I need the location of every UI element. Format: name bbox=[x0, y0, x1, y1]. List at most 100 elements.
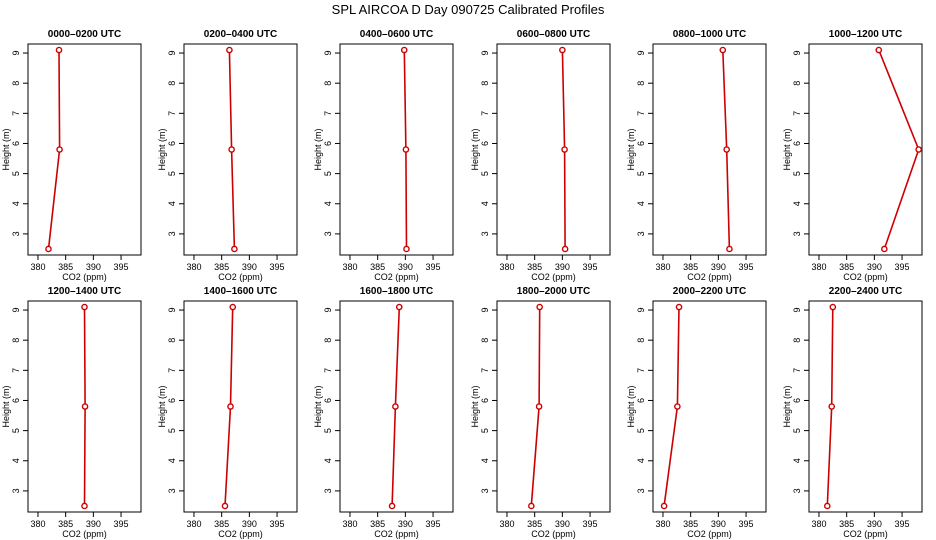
y-tick-label: 9 bbox=[323, 308, 333, 313]
y-tick-label: 9 bbox=[323, 51, 333, 56]
y-axis-label: Height (m) bbox=[313, 128, 323, 170]
y-tick-label: 4 bbox=[167, 458, 177, 463]
x-tick-label: 380 bbox=[186, 262, 201, 272]
x-tick-label: 385 bbox=[527, 519, 542, 529]
data-point bbox=[55, 46, 63, 54]
x-tick-label: 385 bbox=[683, 519, 698, 529]
y-tick-label: 7 bbox=[11, 368, 21, 373]
y-tick-label: 7 bbox=[323, 368, 333, 373]
y-tick-label: 9 bbox=[167, 51, 177, 56]
y-tick-label: 9 bbox=[636, 308, 646, 313]
x-axis-label: CO2 (ppm) bbox=[374, 272, 419, 282]
plot-frame bbox=[496, 300, 611, 513]
y-tick-label: 5 bbox=[167, 428, 177, 433]
y-tick-label: 5 bbox=[323, 171, 333, 176]
y-tick-label: 5 bbox=[167, 171, 177, 176]
x-tick-label: 380 bbox=[499, 519, 514, 529]
panel-title: 0000–0200 UTC bbox=[48, 29, 121, 40]
y-tick-label: 9 bbox=[167, 308, 177, 313]
x-tick-label: 380 bbox=[30, 519, 45, 529]
y-tick-label: 3 bbox=[167, 231, 177, 236]
profile-panel-3: 0600–0800 UTC 380 385 390 395 CO2 (ppm) 3 4 5 6 7 8… bbox=[470, 29, 611, 282]
y-tick-label: 8 bbox=[167, 81, 177, 86]
y-tick-label: 9 bbox=[480, 308, 490, 313]
y-tick-label: 4 bbox=[167, 201, 177, 206]
y-tick-label: 6 bbox=[323, 398, 333, 403]
x-tick-label: 380 bbox=[811, 519, 826, 529]
y-tick-label: 7 bbox=[636, 368, 646, 373]
y-tick-label: 8 bbox=[480, 81, 490, 86]
x-tick-label: 385 bbox=[527, 262, 542, 272]
x-tick-label: 395 bbox=[426, 519, 441, 529]
panel-title: 1600–1800 UTC bbox=[360, 286, 433, 297]
y-tick-label: 6 bbox=[323, 141, 333, 146]
data-point bbox=[81, 502, 88, 510]
x-tick-label: 385 bbox=[370, 519, 385, 529]
x-tick-label: 385 bbox=[370, 262, 385, 272]
profile-panel-1: 0200–0400 UTC 380 385 390 395 CO2 (ppm) 3 4 5 6 7 8… bbox=[157, 29, 298, 282]
data-point bbox=[674, 403, 681, 410]
plot-frame bbox=[183, 43, 298, 256]
plot-frame bbox=[652, 300, 767, 513]
x-tick-label: 385 bbox=[683, 262, 698, 272]
data-point bbox=[81, 403, 89, 410]
x-tick-label: 380 bbox=[655, 519, 670, 529]
y-tick-label: 8 bbox=[792, 81, 802, 86]
y-tick-label: 3 bbox=[323, 488, 333, 493]
y-tick-label: 8 bbox=[480, 338, 490, 343]
panel-title: 1000–1200 UTC bbox=[829, 29, 902, 40]
data-point bbox=[535, 403, 543, 410]
plot-frame bbox=[808, 300, 923, 513]
profile-panel-11: 2200–2400 UTC 380 385 390 395 CO2 (ppm) 3 4 5 6 7 8… bbox=[782, 286, 923, 539]
x-tick-label: 390 bbox=[242, 262, 257, 272]
y-tick-label: 6 bbox=[636, 141, 646, 146]
y-axis-label: Height (m) bbox=[782, 128, 792, 170]
x-tick-label: 395 bbox=[114, 262, 129, 272]
x-tick-label: 390 bbox=[711, 262, 726, 272]
data-point bbox=[723, 146, 730, 153]
x-tick-label: 395 bbox=[739, 519, 754, 529]
y-axis-label: Height (m) bbox=[157, 385, 167, 427]
data-point bbox=[875, 46, 883, 54]
x-tick-label: 390 bbox=[555, 262, 570, 272]
y-axis-label: Height (m) bbox=[1, 128, 11, 170]
y-tick-label: 5 bbox=[792, 171, 802, 176]
x-tick-label: 390 bbox=[398, 262, 413, 272]
y-tick-label: 6 bbox=[167, 141, 177, 146]
y-tick-label: 3 bbox=[480, 488, 490, 493]
x-axis-label: CO2 (ppm) bbox=[687, 529, 732, 539]
y-tick-label: 5 bbox=[480, 171, 490, 176]
x-tick-label: 380 bbox=[30, 262, 45, 272]
y-tick-label: 5 bbox=[792, 428, 802, 433]
y-tick-label: 3 bbox=[11, 488, 21, 493]
y-tick-label: 4 bbox=[792, 201, 802, 206]
x-tick-label: 380 bbox=[499, 262, 514, 272]
x-axis-label: CO2 (ppm) bbox=[62, 529, 107, 539]
x-tick-label: 380 bbox=[811, 262, 826, 272]
y-tick-label: 7 bbox=[11, 111, 21, 116]
x-axis-label: CO2 (ppm) bbox=[687, 272, 732, 282]
y-tick-label: 9 bbox=[11, 308, 21, 313]
x-tick-label: 385 bbox=[58, 519, 73, 529]
y-tick-label: 6 bbox=[792, 398, 802, 403]
y-tick-label: 9 bbox=[792, 308, 802, 313]
data-point bbox=[226, 46, 233, 54]
data-point bbox=[559, 46, 566, 54]
x-tick-label: 395 bbox=[895, 519, 910, 529]
y-tick-label: 8 bbox=[636, 81, 646, 86]
y-axis-label: Height (m) bbox=[470, 385, 480, 427]
x-tick-label: 390 bbox=[867, 519, 882, 529]
data-point bbox=[915, 146, 922, 153]
y-tick-label: 8 bbox=[792, 338, 802, 343]
data-point bbox=[660, 502, 668, 510]
x-tick-label: 390 bbox=[867, 262, 882, 272]
y-tick-label: 9 bbox=[480, 51, 490, 56]
profile-panel-10: 2000–2200 UTC 380 385 390 395 CO2 (ppm) 3 4 5 6 7 8… bbox=[626, 286, 767, 539]
y-tick-label: 5 bbox=[636, 428, 646, 433]
data-point bbox=[56, 146, 63, 153]
y-axis-label: Height (m) bbox=[782, 385, 792, 427]
x-tick-label: 390 bbox=[711, 519, 726, 529]
data-point bbox=[400, 46, 408, 54]
profile-panel-9: 1800–2000 UTC 380 385 390 395 CO2 (ppm) 3 4 5 6 7 8… bbox=[470, 286, 611, 539]
